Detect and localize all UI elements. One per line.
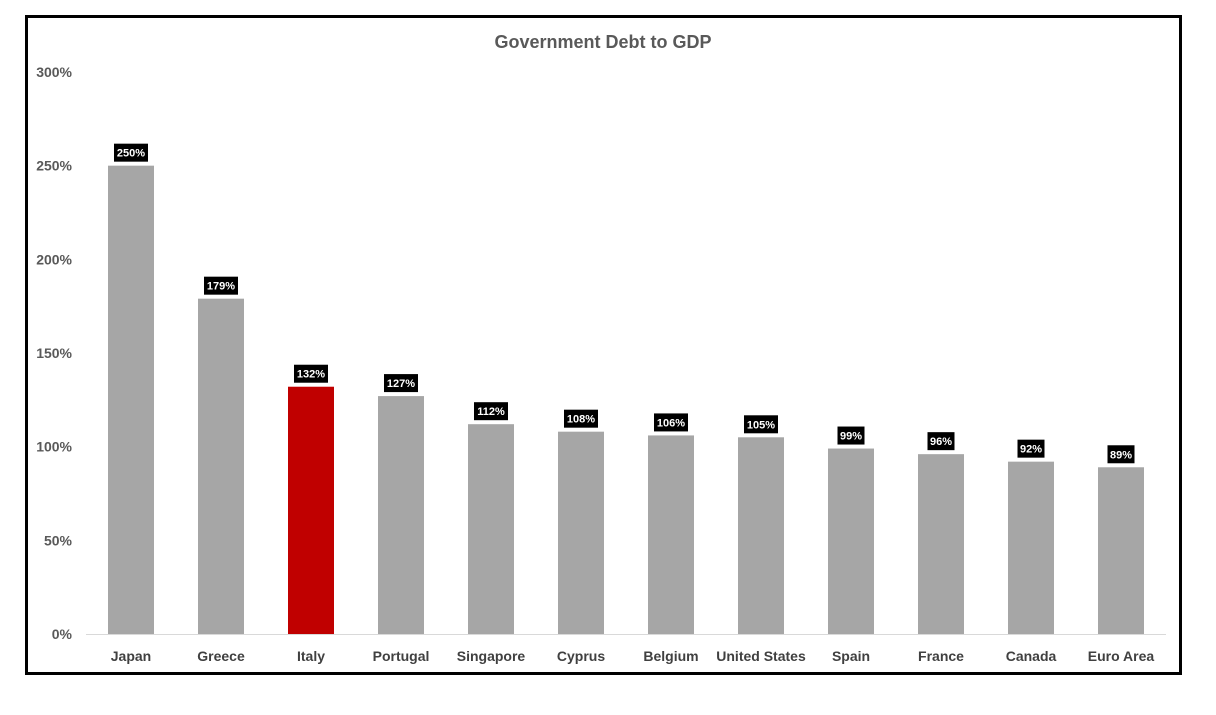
data-label: 108% — [567, 414, 595, 426]
bars: 250% 179% 132% 127% 112% 108% 106% 105% 99% 96% 92… — [108, 143, 1144, 634]
x-tick-label: Singapore — [457, 648, 526, 664]
x-tick-label: Portugal — [373, 648, 430, 664]
data-label-background — [654, 413, 688, 432]
y-axis: 0% 50% 100% 150% 200% 250% 300% — [36, 64, 72, 642]
x-tick-label: Spain — [832, 648, 870, 664]
x-tick-label: Italy — [297, 648, 325, 664]
bar — [198, 298, 244, 634]
data-label-background — [384, 374, 418, 393]
data-label: 106% — [657, 417, 685, 429]
bar — [828, 448, 874, 634]
data-label: 96% — [930, 436, 952, 448]
y-tick-label: 250% — [36, 158, 72, 174]
bar — [468, 424, 514, 634]
data-label-background — [927, 432, 955, 451]
data-label-background — [837, 426, 865, 445]
data-label: 132% — [297, 369, 325, 381]
data-label-background — [294, 364, 328, 383]
x-tick-label: Cyprus — [557, 648, 605, 664]
data-label-background — [744, 415, 778, 434]
data-label: 112% — [477, 406, 505, 418]
bar — [108, 165, 154, 634]
x-tick-label: Canada — [1006, 648, 1057, 664]
bar — [648, 435, 694, 634]
x-tick-label: United States — [716, 648, 806, 664]
x-tick-label: Japan — [111, 648, 151, 664]
data-label: 250% — [117, 148, 145, 160]
data-label-background — [474, 402, 508, 421]
data-label-background — [114, 143, 148, 162]
x-tick-label: France — [918, 648, 964, 664]
data-label: 89% — [1110, 449, 1132, 461]
x-tick-label: Euro Area — [1088, 648, 1155, 664]
bar — [1098, 467, 1144, 634]
data-label: 105% — [747, 419, 775, 431]
y-tick-label: 50% — [44, 532, 73, 548]
x-tick-label: Greece — [197, 648, 245, 664]
y-tick-label: 100% — [36, 439, 72, 455]
data-label-background — [564, 409, 598, 428]
data-label: 99% — [840, 431, 862, 443]
y-tick-label: 300% — [36, 64, 72, 80]
bar — [1008, 461, 1054, 634]
data-label-background — [204, 276, 238, 295]
bar — [738, 437, 784, 634]
bar — [558, 431, 604, 634]
data-label: 127% — [387, 378, 415, 390]
y-tick-label: 150% — [36, 345, 72, 361]
data-label: 92% — [1020, 444, 1042, 456]
bar — [288, 386, 334, 634]
bar — [918, 454, 964, 634]
y-tick-label: 200% — [36, 251, 72, 267]
chart-title: Government Debt to GDP — [494, 32, 711, 52]
x-axis: Japan Greece Italy Portugal Singapore Cyprus B… — [111, 648, 1155, 664]
data-label-background — [1107, 445, 1135, 464]
data-label-background — [1017, 439, 1045, 458]
y-tick-label: 0% — [52, 626, 73, 642]
data-label: 179% — [207, 281, 235, 293]
bar — [378, 396, 424, 634]
x-tick-label: Belgium — [643, 648, 698, 664]
